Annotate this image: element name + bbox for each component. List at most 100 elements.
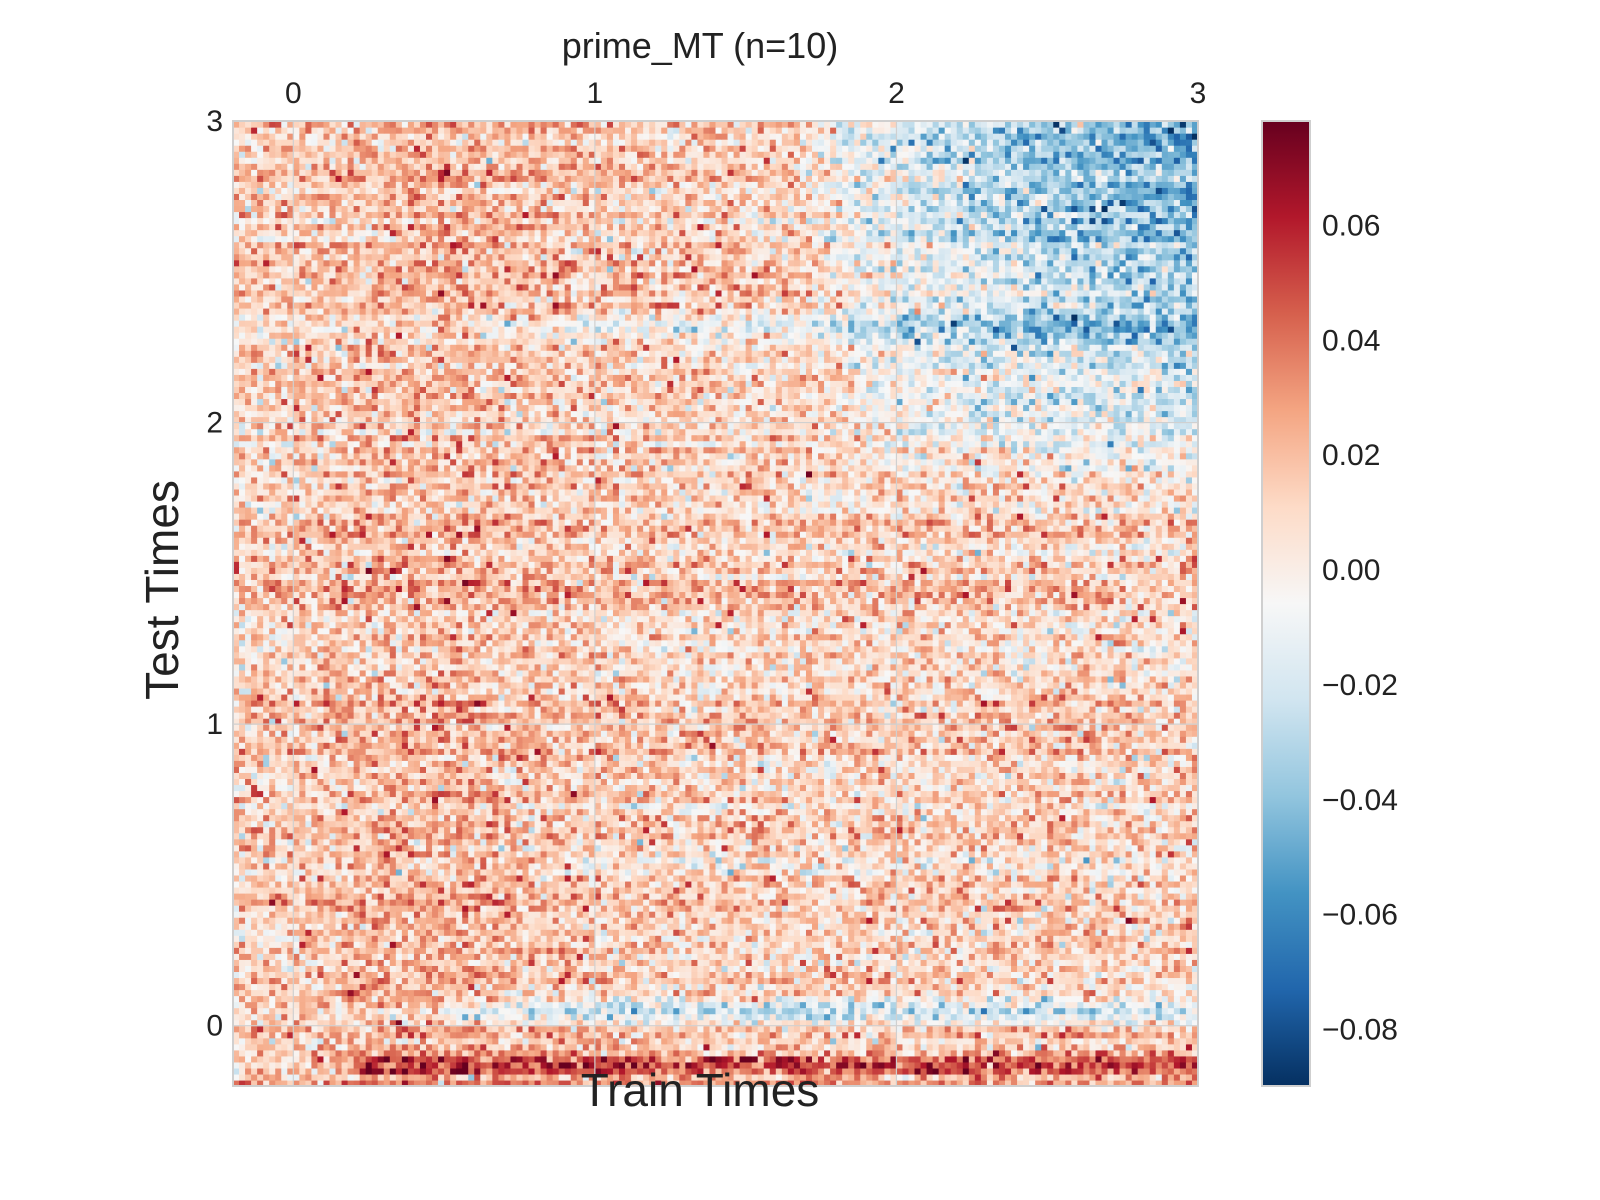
heatmap-cell xyxy=(413,1049,421,1057)
heatmap-cell xyxy=(830,1055,837,1063)
heatmap-cell xyxy=(1107,965,1115,973)
heatmap-cell xyxy=(558,941,566,948)
heatmap-cell xyxy=(980,1043,988,1051)
heatmap-cell xyxy=(570,1073,578,1081)
heatmap-cell xyxy=(365,893,373,900)
heatmap-cell xyxy=(462,983,469,991)
heatmap-cell xyxy=(830,1067,837,1075)
heatmap-cell xyxy=(419,899,427,906)
heatmap-cell xyxy=(1017,911,1024,918)
heatmap-cell xyxy=(576,923,584,930)
heatmap-cell xyxy=(474,983,481,991)
heatmap-cell xyxy=(1149,1037,1157,1045)
heatmap-cell xyxy=(293,983,300,991)
heatmap-cell xyxy=(401,929,409,936)
heatmap-cell xyxy=(818,1067,825,1075)
heatmap-cell xyxy=(383,959,391,966)
heatmap-cell xyxy=(703,965,711,973)
heatmap-cell xyxy=(932,1037,940,1045)
heatmap-cell xyxy=(347,941,355,948)
heatmap-cell xyxy=(275,1037,282,1045)
heatmap-cell xyxy=(637,1055,644,1063)
heatmap-cell xyxy=(884,917,892,924)
heatmap-cell xyxy=(878,1073,885,1081)
heatmap-cell xyxy=(920,1049,928,1057)
heatmap-cell xyxy=(1035,1073,1042,1081)
heatmap-cell xyxy=(643,1061,650,1069)
heatmap-cell xyxy=(377,1073,385,1081)
heatmap-cell xyxy=(389,971,397,979)
heatmap-cell xyxy=(353,1001,361,1009)
heatmap-cell xyxy=(413,1037,421,1045)
heatmap-cell xyxy=(287,1007,294,1015)
heatmap-cell xyxy=(727,1019,735,1027)
heatmap-cell xyxy=(1065,911,1072,918)
heatmap-cell xyxy=(655,1043,662,1051)
heatmap-cell xyxy=(745,983,753,991)
heatmap-cell xyxy=(619,959,626,966)
heatmap-cell xyxy=(371,959,379,966)
heatmap-cell xyxy=(558,983,566,991)
heatmap-cell xyxy=(588,959,596,966)
heatmap-cell xyxy=(444,911,451,918)
heatmap-cell xyxy=(606,935,614,942)
heatmap-cell xyxy=(1185,977,1193,985)
heatmap-cell xyxy=(721,989,729,997)
heatmap-cell xyxy=(251,959,258,966)
heatmap-cell xyxy=(570,911,578,918)
heatmap-cell xyxy=(872,1055,879,1063)
heatmap-cell xyxy=(1161,899,1169,906)
heatmap-cell xyxy=(1029,1043,1036,1051)
heatmap-cell xyxy=(377,911,385,918)
heatmap-cell xyxy=(824,995,831,1003)
heatmap-cell xyxy=(1005,923,1012,930)
heatmap-cell xyxy=(685,935,692,942)
heatmap-cell xyxy=(1149,995,1157,1003)
heatmap-cell xyxy=(842,1025,849,1033)
heatmap-cell xyxy=(1143,1073,1151,1081)
heatmap-cell xyxy=(450,983,457,991)
heatmap-cell xyxy=(534,929,542,936)
heatmap-cell xyxy=(1131,1067,1139,1075)
heatmap-cell xyxy=(456,947,463,954)
heatmap-cell xyxy=(311,1025,319,1033)
heatmap-cell xyxy=(998,1079,1006,1087)
heatmap-cell xyxy=(600,1025,608,1033)
heatmap-cell xyxy=(498,1031,506,1039)
heatmap-cell xyxy=(697,917,705,924)
heatmap-cell xyxy=(944,965,952,973)
heatmap-cell xyxy=(854,935,861,942)
heatmap-cell xyxy=(311,1043,319,1051)
heatmap-cell xyxy=(1059,1043,1066,1051)
heatmap-cell xyxy=(371,1019,379,1027)
heatmap-cell xyxy=(631,923,638,930)
heatmap-cell xyxy=(1179,989,1187,997)
heatmap-cell xyxy=(1149,959,1157,966)
heatmap-cell xyxy=(1149,935,1157,942)
heatmap-cell xyxy=(709,1079,717,1087)
heatmap-cell xyxy=(1167,983,1175,991)
heatmap-cell xyxy=(510,941,518,948)
heatmap-cell xyxy=(1089,899,1097,906)
heatmap-cell xyxy=(1053,989,1060,997)
heatmap-cell xyxy=(1167,1079,1175,1087)
heatmap-cell xyxy=(667,1049,674,1057)
heatmap-cell xyxy=(1041,917,1048,924)
heatmap-cell xyxy=(582,971,590,979)
heatmap-cell xyxy=(588,1055,596,1063)
heatmap-cell xyxy=(878,1061,885,1069)
heatmap-cell xyxy=(818,1061,825,1069)
heatmap-cell xyxy=(1143,923,1151,930)
heatmap-cell xyxy=(401,935,409,942)
heatmap-cell xyxy=(528,911,536,918)
heatmap-cell xyxy=(534,959,542,966)
heatmap-cell xyxy=(860,923,867,930)
heatmap-cell xyxy=(1059,917,1066,924)
heatmap-cell xyxy=(914,923,922,930)
heatmap-cell xyxy=(257,977,264,985)
heatmap-cell xyxy=(281,1049,288,1057)
heatmap-cell xyxy=(848,1079,855,1087)
heatmap-cell xyxy=(787,977,795,985)
heatmap-cell xyxy=(293,959,300,966)
heatmap-cell xyxy=(251,1019,258,1027)
